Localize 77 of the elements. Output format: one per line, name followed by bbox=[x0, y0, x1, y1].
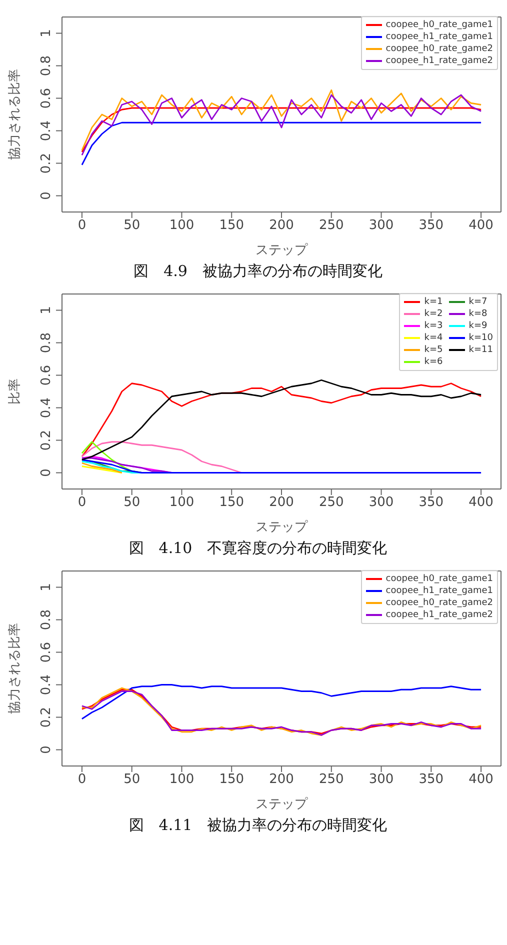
x-tick-label: 300 bbox=[368, 772, 394, 788]
legend-label: coopee_h0_rate_game1 bbox=[386, 20, 493, 30]
x-axis-title: ステップ bbox=[256, 520, 308, 535]
legend-label: coopee_h0_rate_game2 bbox=[386, 44, 493, 54]
y-tick-label: 0.6 bbox=[39, 642, 54, 663]
y-tick-label: 0.4 bbox=[39, 120, 54, 142]
legend-label: coopee_h0_rate_game2 bbox=[386, 598, 493, 608]
y-tick-label: 0.2 bbox=[39, 706, 54, 728]
y-tick-label: 0 bbox=[39, 468, 54, 477]
legend-label: k=2 bbox=[424, 309, 443, 319]
line-series bbox=[81, 466, 123, 474]
x-tick-label: 400 bbox=[468, 218, 494, 234]
text: 図 4.10 不寛容度の分布の時間変化 bbox=[128, 539, 388, 558]
x-tick-label: 50 bbox=[124, 495, 140, 510]
y-tick-label: 0.6 bbox=[39, 88, 54, 109]
y-tick-label: 1 bbox=[39, 583, 54, 592]
text: 図 4.9 被協力率の分布の時間変化 bbox=[132, 262, 384, 281]
legend-label: coopee_h1_rate_game1 bbox=[386, 32, 493, 42]
x-tick-label: 0 bbox=[78, 218, 86, 234]
x-tick-label: 150 bbox=[219, 772, 244, 788]
y-tick-label: 0.8 bbox=[39, 55, 54, 76]
x-tick-label: 250 bbox=[318, 495, 344, 510]
y-tick-label: 0.8 bbox=[39, 609, 54, 630]
x-tick-label: 50 bbox=[124, 218, 140, 234]
legend-label: coopee_h1_rate_game1 bbox=[386, 586, 493, 596]
legend-label: coopee_h0_rate_game1 bbox=[386, 574, 493, 584]
x-axis-title: ステップ bbox=[256, 243, 308, 258]
x-tick-label: 250 bbox=[318, 218, 344, 234]
x-tick-label: 100 bbox=[169, 218, 194, 234]
x-tick-label: 300 bbox=[368, 495, 394, 510]
line-series bbox=[81, 462, 123, 474]
y-tick-label: 0.6 bbox=[39, 364, 54, 386]
legend-label: k=6 bbox=[424, 357, 443, 367]
legend-label: k=7 bbox=[468, 297, 488, 307]
y-tick-label: 0 bbox=[39, 192, 54, 200]
x-tick-label: 200 bbox=[269, 218, 294, 234]
x-tick-label: 250 bbox=[318, 772, 344, 788]
x-tick-label: 0 bbox=[78, 772, 86, 788]
legend-label: k=3 bbox=[424, 321, 443, 331]
x-tick-label: 0 bbox=[78, 495, 86, 510]
x-axis-title: ステップ bbox=[256, 797, 308, 812]
legend-label: coopee_h1_rate_game2 bbox=[386, 56, 493, 66]
x-tick-label: 150 bbox=[219, 495, 244, 510]
y-tick-label: 0.4 bbox=[39, 674, 54, 696]
legend-label: coopee_h1_rate_game2 bbox=[386, 610, 493, 620]
y-tick-label: 0 bbox=[39, 746, 54, 754]
x-tick-label: 150 bbox=[219, 218, 244, 234]
y-tick-label: 0.8 bbox=[39, 332, 54, 354]
line-series bbox=[81, 459, 482, 474]
y-tick-label: 0.4 bbox=[39, 397, 54, 418]
legend-label: k=8 bbox=[468, 309, 488, 319]
line-series bbox=[81, 107, 482, 153]
y-tick-label: 1 bbox=[39, 306, 54, 314]
line-series bbox=[81, 122, 482, 166]
legend-label: k=4 bbox=[424, 333, 443, 343]
x-tick-label: 300 bbox=[368, 218, 394, 234]
x-tick-label: 100 bbox=[169, 495, 194, 510]
legend-label: k=11 bbox=[468, 345, 493, 355]
x-tick-label: 400 bbox=[468, 772, 494, 788]
legend-label: k=5 bbox=[424, 345, 443, 355]
x-tick-label: 350 bbox=[418, 772, 444, 788]
legend-label: k=10 bbox=[468, 333, 493, 343]
y-tick-label: 0.2 bbox=[39, 152, 54, 174]
legend-label: k=1 bbox=[424, 297, 443, 307]
line-series bbox=[81, 684, 482, 720]
x-tick-label: 50 bbox=[124, 772, 140, 788]
x-tick-label: 200 bbox=[269, 495, 294, 510]
legend-label: k=9 bbox=[468, 321, 488, 331]
x-tick-label: 400 bbox=[468, 495, 494, 510]
x-tick-label: 350 bbox=[418, 218, 444, 234]
y-tick-label: 0.2 bbox=[39, 430, 54, 451]
y-tick-label: 1 bbox=[39, 29, 54, 38]
x-tick-label: 350 bbox=[418, 495, 444, 510]
x-tick-label: 200 bbox=[269, 772, 294, 788]
text: 図 4.11 被協力率の分布の時間変化 bbox=[128, 816, 388, 835]
x-tick-label: 100 bbox=[169, 772, 194, 788]
line-series bbox=[81, 441, 242, 474]
